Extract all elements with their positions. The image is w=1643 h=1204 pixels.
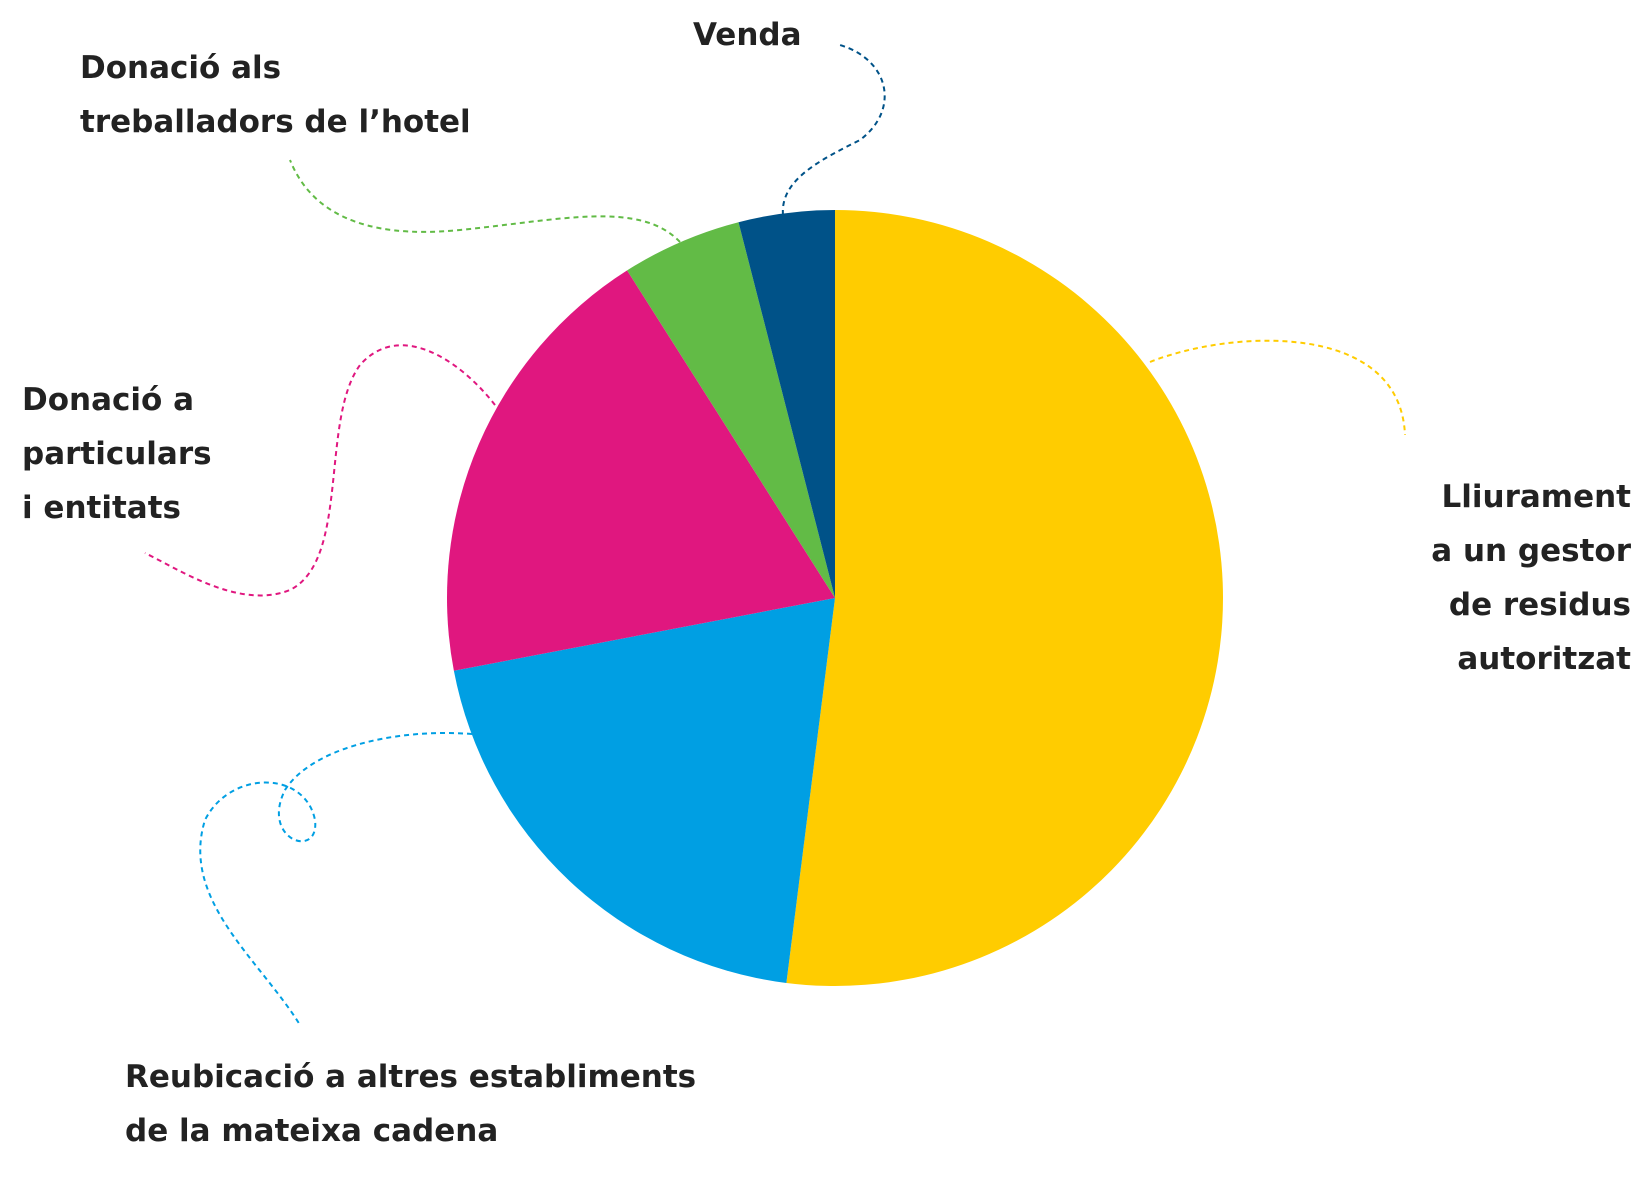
- pie: [447, 210, 1224, 986]
- slice-label: Donació als treballadors de l’hotel: [80, 50, 471, 140]
- pie-slice: [453, 598, 835, 983]
- pie-slice: [627, 222, 835, 598]
- pie-slice: [738, 210, 835, 598]
- pie-slice: [786, 210, 1224, 986]
- connector: [781, 44, 886, 216]
- slice-label: Donació a particulars i entitats: [22, 382, 212, 526]
- connector: [1149, 339, 1406, 436]
- connector: [144, 344, 496, 597]
- connector: [289, 159, 681, 243]
- slice-label: Venda: [693, 17, 802, 53]
- slice-label: Lliurament a un gestor de residus autori…: [1431, 479, 1631, 677]
- slice-label: Reubicació a altres establiments de la m…: [125, 1059, 697, 1149]
- connector: [199, 732, 473, 1026]
- pie-slice: [447, 270, 835, 671]
